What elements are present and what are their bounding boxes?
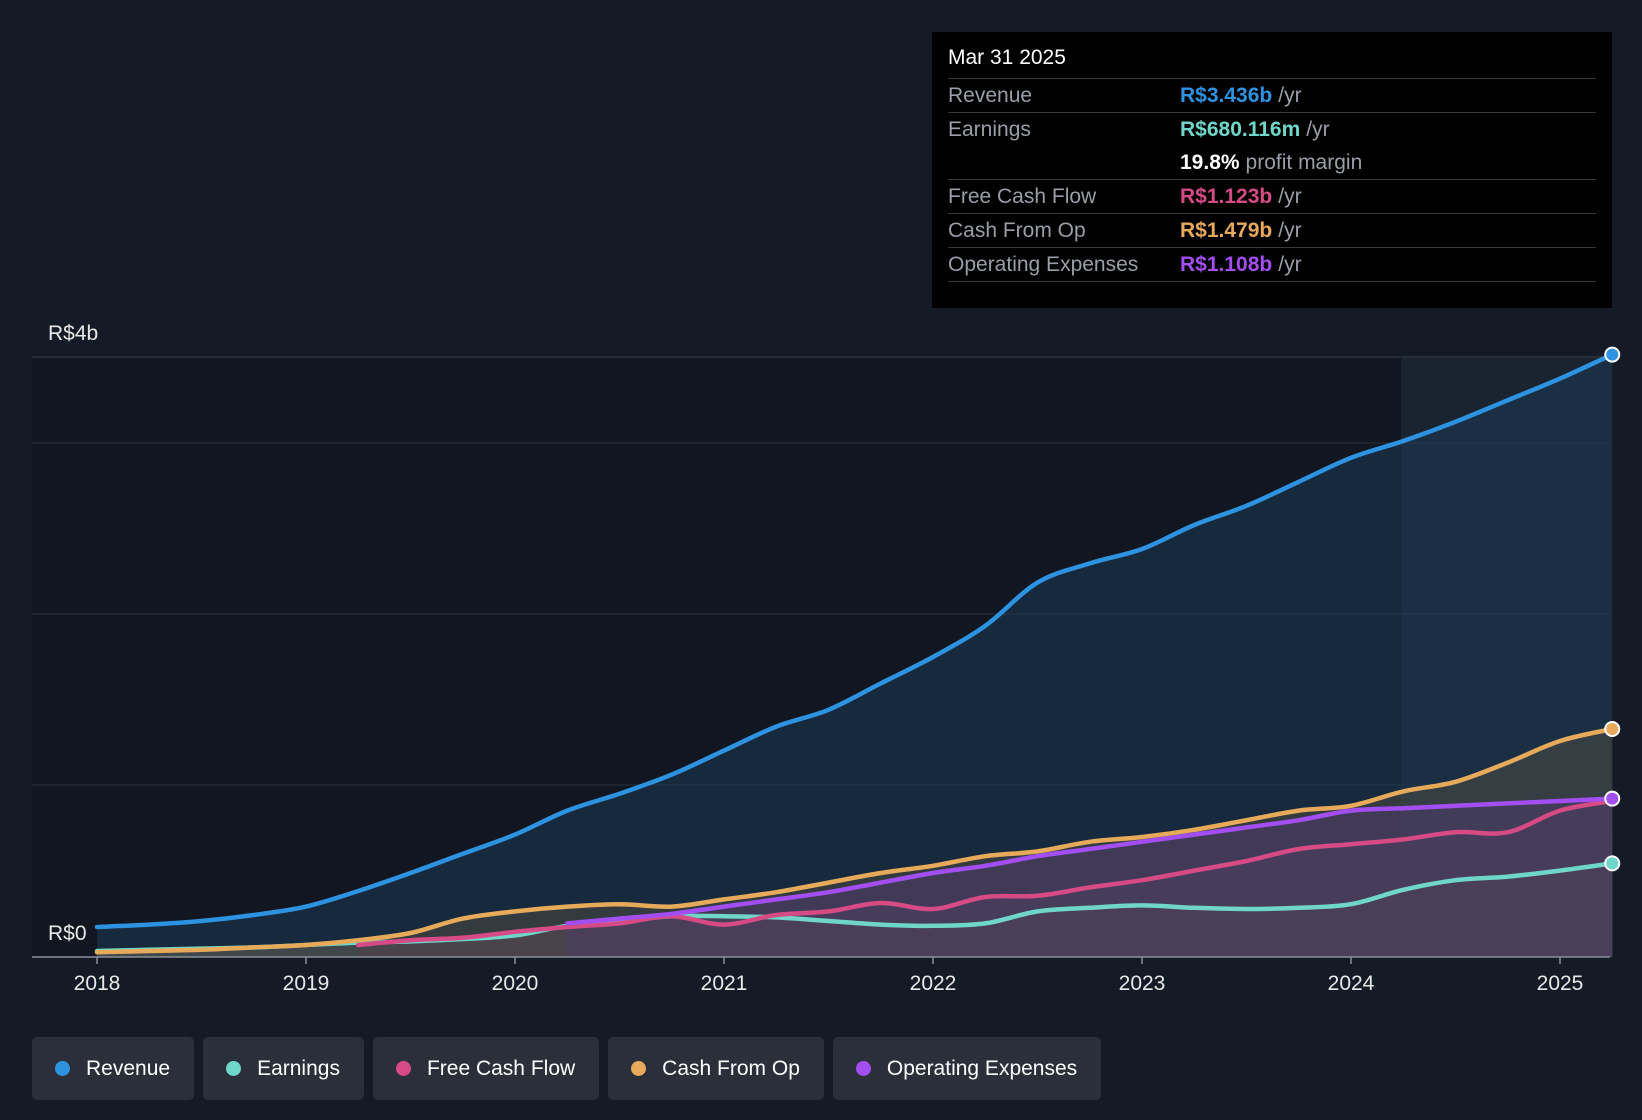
legend-item-cash-from-op[interactable]: Cash From Op (608, 1037, 824, 1100)
tooltip-label: Earnings (948, 117, 1031, 141)
tooltip-value: R$3.436b (1180, 83, 1273, 107)
series-line-free-cash-flow (356, 798, 1615, 948)
tooltip-value: R$680.116m (1180, 117, 1301, 141)
tooltip-row-operating-expenses: Operating Expenses R$1.108b /yr (948, 247, 1596, 282)
tooltip-row-cash-from-op: Cash From Op R$1.479b /yr (948, 213, 1596, 247)
x-tick-label: 2018 (74, 972, 121, 995)
series-area-operating-expenses (567, 798, 1613, 957)
legend-item-operating-expenses[interactable]: Operating Expenses (832, 1037, 1102, 1100)
y-axis-top-label: R$4b (48, 322, 98, 345)
x-tick-label: 2021 (701, 972, 748, 995)
tooltip-row-free-cash-flow: Free Cash Flow R$1.123b /yr (948, 179, 1596, 213)
tooltip-row-earnings: Earnings R$680.116m /yr (948, 112, 1596, 146)
tooltip-unit: /yr (1278, 252, 1302, 276)
legend-item-free-cash-flow[interactable]: Free Cash Flow (372, 1037, 600, 1100)
legend-label: Cash From Op (662, 1056, 800, 1080)
x-tick-label: 2020 (492, 972, 539, 995)
legend-dot-icon (631, 1061, 647, 1076)
legend-item-revenue[interactable]: Revenue (32, 1037, 195, 1100)
x-tick-label: 2023 (1119, 972, 1166, 995)
series-line-revenue (94, 352, 1615, 930)
x-tick-label: 2024 (1328, 972, 1375, 995)
x-tick-label: 2019 (283, 972, 330, 995)
tooltip-value: R$1.123b (1180, 184, 1273, 208)
legend: Revenue Earnings Free Cash Flow Cash Fro… (32, 1037, 1102, 1100)
end-markers (1604, 346, 1621, 872)
tooltip-value: R$1.479b (1180, 218, 1273, 242)
legend-label: Revenue (86, 1056, 171, 1080)
end-marker-revenue (1604, 346, 1621, 363)
legend-item-earnings[interactable]: Earnings (203, 1037, 364, 1100)
series-line-cash-from-op (94, 726, 1615, 955)
x-tick-label: 2022 (910, 972, 957, 995)
tooltip-unit: /yr (1278, 218, 1302, 242)
end-marker-cash-from-op (1604, 721, 1621, 737)
legend-label: Free Cash Flow (426, 1056, 576, 1080)
legend-dot-icon (855, 1061, 871, 1076)
legend-label: Operating Expenses (886, 1056, 1078, 1080)
legend-dot-icon (395, 1061, 411, 1076)
series-line-operating-expenses (565, 796, 1615, 926)
tooltip-unit: /yr (1278, 184, 1302, 208)
tooltip-date: Mar 31 2025 (948, 46, 1066, 69)
x-tick-label: 2025 (1537, 972, 1584, 995)
tooltip-value: 19.8% (1180, 150, 1240, 174)
tooltip-row-revenue: Revenue R$3.436b /yr (948, 78, 1596, 112)
series-lines (94, 352, 1615, 955)
tooltip-label: Free Cash Flow (948, 184, 1097, 208)
tooltip-label: Revenue (948, 83, 1033, 107)
end-marker-operating-expenses (1604, 790, 1621, 807)
x-axis: 2018 2019 2020 2021 2022 2023 2024 2025 (32, 956, 1610, 995)
tooltip-unit: /yr (1306, 117, 1330, 141)
y-axis-bottom-label: R$0 (48, 922, 87, 945)
tooltip-value: R$1.108b (1180, 252, 1273, 276)
tooltip-label: Cash From Op (948, 218, 1086, 242)
legend-dot-icon (55, 1061, 70, 1076)
legend-label: Earnings (257, 1056, 340, 1080)
series-area-revenue (97, 354, 1613, 958)
tooltip-unit: /yr (1278, 83, 1302, 107)
tooltip-unit: profit margin (1245, 150, 1363, 174)
tooltip-panel: Mar 31 2025 Revenue R$3.436b /yr Earning… (932, 32, 1612, 308)
tooltip-row-profit-margin: 19.8% profit margin (948, 146, 1596, 179)
legend-dot-icon (226, 1061, 242, 1076)
end-marker-earnings (1604, 855, 1621, 872)
tooltip-label: Operating Expenses (948, 252, 1139, 276)
